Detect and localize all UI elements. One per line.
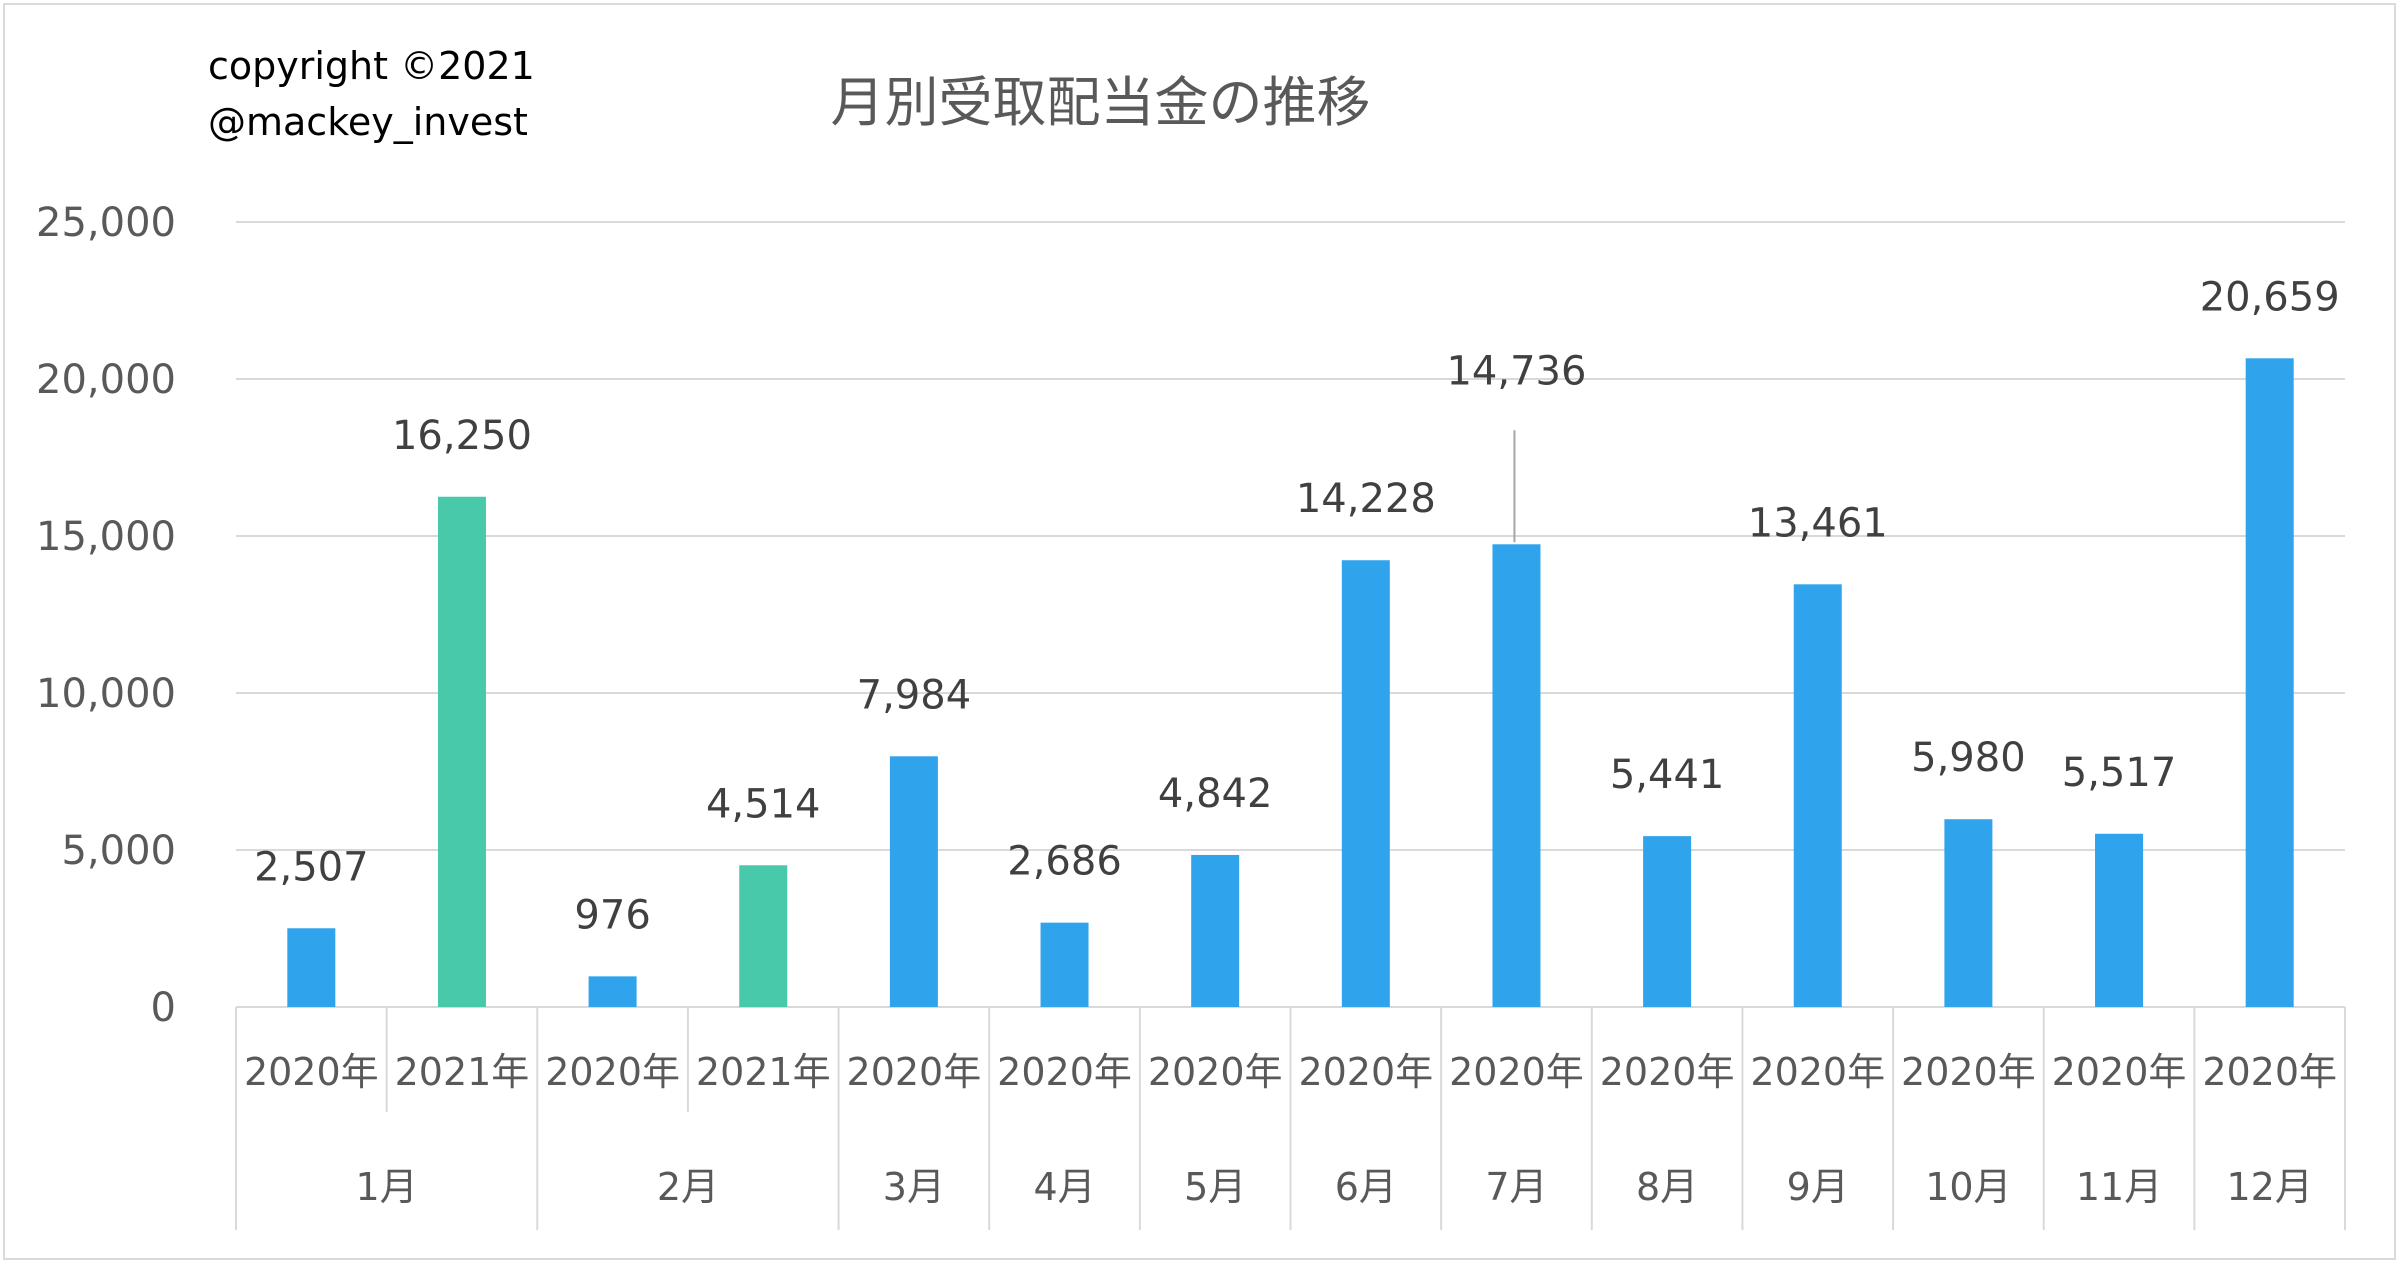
bar bbox=[739, 865, 788, 1007]
chart-title-wrap: 月別受取配当金の推移 bbox=[0, 58, 2401, 137]
x-tick-month: 5月 bbox=[1184, 1165, 1246, 1209]
bar bbox=[1341, 560, 1390, 1007]
data-label: 4,514 bbox=[706, 781, 821, 827]
bar bbox=[2245, 358, 2294, 1008]
x-tick-year: 2020年 bbox=[545, 1050, 680, 1094]
bar bbox=[889, 756, 938, 1007]
x-tick-year: 2020年 bbox=[1901, 1050, 2036, 1094]
y-tick-label: 0 bbox=[151, 985, 176, 1031]
bar bbox=[1492, 544, 1541, 1007]
data-label: 5,980 bbox=[1911, 735, 2026, 781]
x-tick-month: 10月 bbox=[1925, 1165, 2011, 1209]
bar bbox=[437, 496, 486, 1007]
x-tick-year: 2020年 bbox=[2202, 1050, 2337, 1094]
chart-frame bbox=[3, 3, 2396, 1260]
x-tick-year: 2020年 bbox=[1449, 1050, 1584, 1094]
bar bbox=[1040, 922, 1089, 1007]
bar bbox=[1944, 819, 1993, 1007]
data-label: 2,686 bbox=[1007, 839, 1122, 885]
bar bbox=[1793, 584, 1842, 1007]
x-tick-year: 2020年 bbox=[1298, 1050, 1433, 1094]
x-tick-month: 6月 bbox=[1335, 1165, 1397, 1209]
data-label: 4,842 bbox=[1158, 771, 1273, 817]
data-label: 16,250 bbox=[392, 413, 532, 459]
data-label: 5,441 bbox=[1610, 752, 1725, 798]
x-tick-month: 1月 bbox=[356, 1165, 418, 1209]
data-label: 7,984 bbox=[857, 672, 972, 718]
data-label: 5,517 bbox=[2062, 750, 2177, 796]
copyright-notice: copyright ©2021 @mackey_invest bbox=[208, 38, 535, 150]
y-tick-label: 5,000 bbox=[61, 828, 176, 874]
x-tick-month: 9月 bbox=[1787, 1165, 1849, 1209]
x-tick-year: 2020年 bbox=[1750, 1050, 1885, 1094]
copyright-line-1: copyright ©2021 bbox=[208, 44, 535, 88]
x-tick-month: 7月 bbox=[1485, 1165, 1547, 1209]
bar bbox=[588, 976, 637, 1007]
data-label: 14,736 bbox=[1446, 348, 1586, 394]
x-tick-year: 2020年 bbox=[2052, 1050, 2187, 1094]
y-tick-label: 25,000 bbox=[36, 200, 176, 246]
data-label: 13,461 bbox=[1748, 500, 1888, 546]
bar bbox=[287, 928, 336, 1007]
x-tick-year: 2020年 bbox=[847, 1050, 982, 1094]
chart-title: 月別受取配当金の推移 bbox=[830, 71, 1371, 134]
y-tick-label: 15,000 bbox=[36, 514, 176, 560]
x-tick-month: 2月 bbox=[657, 1165, 719, 1209]
x-tick-month: 3月 bbox=[883, 1165, 945, 1209]
x-tick-year: 2020年 bbox=[997, 1050, 1132, 1094]
y-tick-label: 10,000 bbox=[36, 671, 176, 717]
bar bbox=[1643, 836, 1692, 1007]
x-tick-month: 12月 bbox=[2226, 1165, 2312, 1209]
bar bbox=[1191, 854, 1240, 1007]
x-tick-year: 2021年 bbox=[395, 1050, 530, 1094]
y-tick-label: 20,000 bbox=[36, 357, 176, 403]
x-tick-year: 2021年 bbox=[696, 1050, 831, 1094]
data-label: 14,228 bbox=[1296, 476, 1436, 522]
data-label: 976 bbox=[574, 892, 650, 938]
copyright-line-2: @mackey_invest bbox=[208, 100, 528, 144]
bar bbox=[2095, 833, 2144, 1007]
x-tick-month: 8月 bbox=[1636, 1165, 1698, 1209]
x-tick-month: 4月 bbox=[1033, 1165, 1095, 1209]
data-label: 20,659 bbox=[2200, 274, 2340, 320]
x-tick-year: 2020年 bbox=[244, 1050, 379, 1094]
x-tick-year: 2020年 bbox=[1148, 1050, 1283, 1094]
x-tick-month: 11月 bbox=[2076, 1165, 2162, 1209]
x-tick-year: 2020年 bbox=[1600, 1050, 1735, 1094]
data-label: 2,507 bbox=[254, 844, 369, 890]
